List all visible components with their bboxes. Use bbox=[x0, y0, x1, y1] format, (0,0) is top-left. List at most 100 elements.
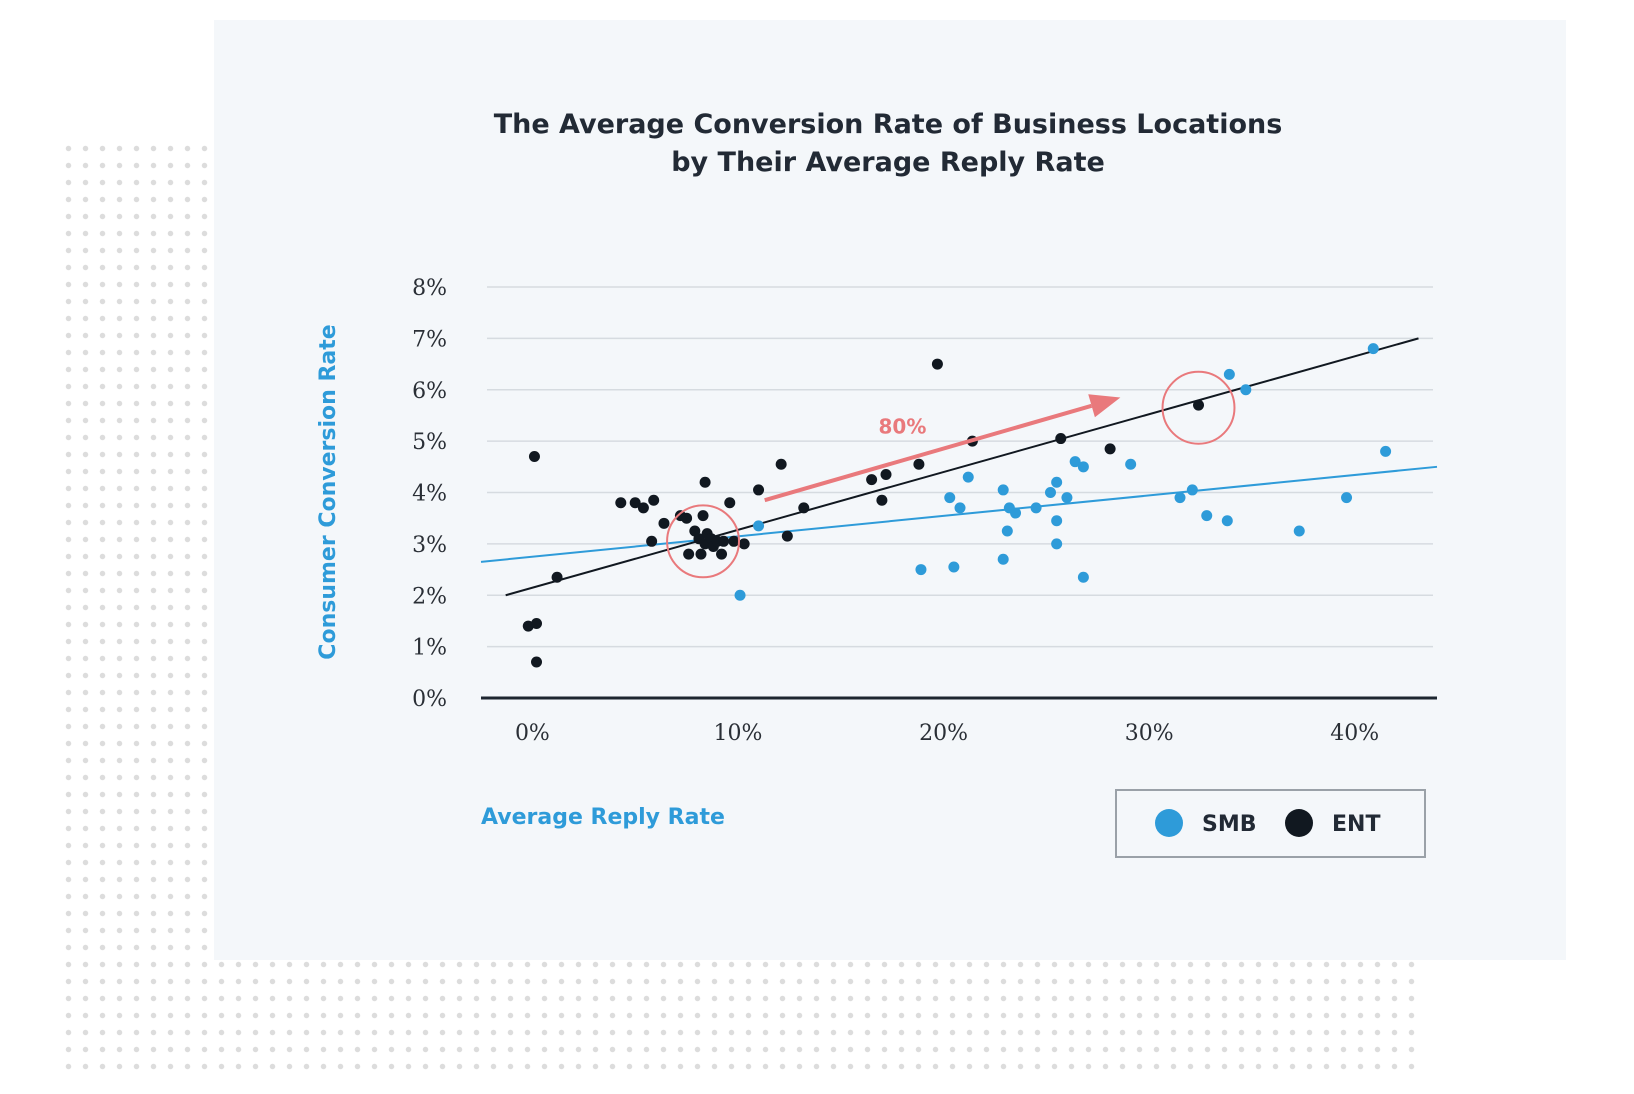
data-point-ent bbox=[551, 571, 563, 583]
data-point-ent bbox=[876, 494, 888, 506]
data-point-ent bbox=[798, 502, 810, 514]
data-point-ent bbox=[699, 476, 711, 488]
data-point-ent bbox=[695, 548, 707, 560]
data-point-ent bbox=[1055, 433, 1067, 445]
data-point-smb bbox=[1367, 343, 1379, 355]
x-axis-title: Average Reply Rate bbox=[481, 805, 725, 830]
trendline-smb bbox=[480, 465, 1438, 563]
data-point-ent bbox=[753, 484, 765, 496]
data-point-ent bbox=[913, 458, 925, 470]
data-point-ent bbox=[683, 548, 695, 560]
axes: 0% 1% 2% 3% 4% 5% 6% 7% 8% 0% 10% 20% 30% 40% bbox=[412, 276, 1437, 746]
legend-swatch-smb bbox=[1155, 809, 1183, 837]
data-point-smb bbox=[1240, 384, 1252, 396]
data-point-ent bbox=[658, 517, 670, 529]
y-tick-label: 7% bbox=[412, 327, 447, 352]
legend: SMB ENT bbox=[1115, 789, 1426, 858]
data-point-ent bbox=[528, 451, 540, 463]
data-point-smb bbox=[1223, 368, 1235, 380]
data-point-ent bbox=[724, 497, 736, 509]
legend-swatch-ent bbox=[1285, 809, 1313, 837]
data-point-smb bbox=[915, 564, 927, 576]
y-tick-label: 5% bbox=[412, 430, 447, 455]
data-point-smb bbox=[1341, 492, 1353, 504]
highlight-circle bbox=[1161, 370, 1236, 445]
data-point-smb bbox=[948, 561, 960, 573]
data-points bbox=[522, 343, 1392, 668]
data-point-ent bbox=[646, 535, 658, 547]
data-point-ent bbox=[629, 497, 641, 509]
data-point-ent bbox=[531, 618, 543, 630]
data-point-smb bbox=[1030, 502, 1042, 514]
data-point-smb bbox=[1051, 515, 1063, 527]
data-point-ent bbox=[931, 358, 943, 370]
data-point-ent bbox=[716, 548, 728, 560]
y-tick-label: 8% bbox=[412, 276, 447, 301]
data-point-ent bbox=[866, 474, 878, 486]
data-point-ent bbox=[880, 469, 892, 481]
y-tick-label: 2% bbox=[412, 584, 447, 609]
data-point-ent bbox=[531, 656, 543, 668]
data-point-smb bbox=[1051, 538, 1063, 550]
chart-title-line-2: by Their Average Reply Rate bbox=[671, 147, 1105, 178]
gridlines bbox=[487, 286, 1433, 648]
data-point-smb bbox=[1077, 461, 1089, 473]
arrow-label: 80% bbox=[879, 414, 927, 438]
data-point-ent bbox=[681, 512, 693, 524]
data-point-smb bbox=[1293, 525, 1305, 537]
data-point-smb bbox=[1001, 525, 1013, 537]
x-tick-label: 0% bbox=[515, 721, 550, 746]
x-tick-label: 30% bbox=[1125, 721, 1174, 746]
legend-label-smb: SMB bbox=[1202, 812, 1257, 837]
data-point-smb bbox=[997, 553, 1009, 565]
data-point-ent bbox=[1193, 399, 1205, 411]
data-point-smb bbox=[954, 502, 966, 514]
data-point-smb bbox=[944, 492, 956, 504]
data-point-ent bbox=[728, 535, 740, 547]
data-point-smb bbox=[1051, 476, 1063, 488]
data-point-smb bbox=[1077, 571, 1089, 583]
data-point-smb bbox=[1380, 445, 1392, 457]
data-point-smb bbox=[1069, 456, 1081, 468]
y-tick-label: 3% bbox=[412, 533, 447, 558]
data-point-smb bbox=[1044, 487, 1056, 498]
data-point-smb bbox=[734, 589, 746, 601]
trend-arrow-shaft bbox=[764, 403, 1093, 503]
data-point-ent bbox=[781, 530, 793, 542]
data-point-ent bbox=[637, 502, 649, 514]
y-tick-label: 1% bbox=[412, 636, 447, 661]
trend-arrow-head bbox=[1088, 394, 1121, 418]
chart-title-line-1: The Average Conversion Rate of Business … bbox=[494, 109, 1283, 140]
data-point-smb bbox=[1221, 515, 1233, 527]
data-point-ent bbox=[648, 494, 660, 506]
y-tick-label: 0% bbox=[412, 687, 447, 712]
trendline-ent bbox=[505, 337, 1419, 597]
data-point-smb bbox=[1201, 510, 1213, 522]
trendlines bbox=[480, 337, 1438, 597]
x-tick-label: 40% bbox=[1330, 721, 1379, 746]
data-point-ent bbox=[697, 510, 709, 522]
data-point-ent bbox=[718, 535, 730, 547]
y-tick-label: 4% bbox=[412, 482, 447, 507]
data-point-smb bbox=[1010, 507, 1022, 519]
data-point-ent bbox=[775, 458, 787, 470]
legend-label-ent: ENT bbox=[1332, 812, 1380, 837]
data-point-smb bbox=[1125, 458, 1137, 470]
x-tick-label: 20% bbox=[919, 721, 968, 746]
data-point-ent bbox=[738, 538, 750, 550]
highlight-circle bbox=[666, 504, 741, 579]
x-tick-label: 10% bbox=[714, 721, 763, 746]
data-point-smb bbox=[1186, 484, 1198, 496]
data-point-smb bbox=[1061, 492, 1073, 504]
data-point-ent bbox=[1104, 443, 1116, 455]
annotations: 80% bbox=[666, 370, 1236, 579]
y-axis-title: Consumer Conversion Rate bbox=[316, 324, 341, 659]
data-point-smb bbox=[962, 471, 974, 483]
data-point-smb bbox=[753, 520, 765, 532]
data-point-smb bbox=[997, 484, 1009, 496]
data-point-ent bbox=[615, 497, 627, 509]
y-tick-label: 6% bbox=[412, 379, 447, 404]
data-point-smb bbox=[1174, 492, 1186, 504]
